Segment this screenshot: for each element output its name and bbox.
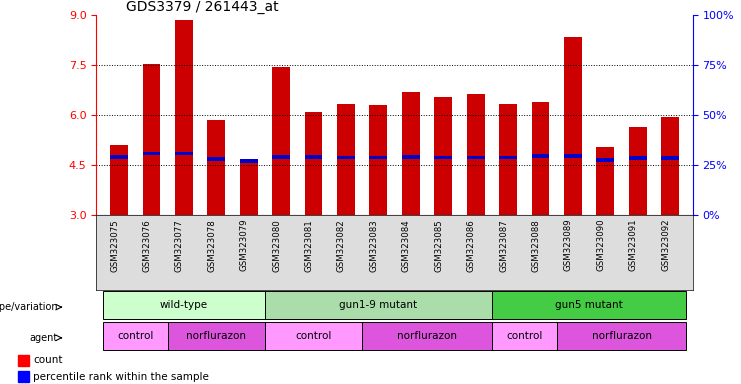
Bar xyxy=(18,371,29,382)
Bar xyxy=(629,156,647,160)
Text: GDS3379 / 261443_at: GDS3379 / 261443_at xyxy=(126,0,279,14)
Bar xyxy=(18,355,29,366)
Bar xyxy=(661,117,679,215)
Bar xyxy=(402,155,419,159)
Bar xyxy=(142,152,160,155)
Text: GSM323083: GSM323083 xyxy=(369,219,379,271)
Bar xyxy=(337,156,355,159)
Bar xyxy=(142,64,160,215)
FancyBboxPatch shape xyxy=(492,322,556,350)
Text: GSM323079: GSM323079 xyxy=(239,219,249,271)
Bar xyxy=(175,152,193,155)
FancyBboxPatch shape xyxy=(103,322,167,350)
FancyBboxPatch shape xyxy=(556,322,686,350)
Text: GSM323088: GSM323088 xyxy=(531,219,540,271)
Bar xyxy=(564,37,582,215)
Text: GSM323084: GSM323084 xyxy=(402,219,411,271)
Text: control: control xyxy=(296,331,332,341)
Bar xyxy=(207,157,225,161)
Text: GSM323075: GSM323075 xyxy=(110,219,119,271)
Bar xyxy=(402,92,419,215)
Text: genotype/variation: genotype/variation xyxy=(0,302,58,312)
Text: GSM323089: GSM323089 xyxy=(564,219,573,271)
Text: GSM323092: GSM323092 xyxy=(661,219,670,271)
Bar xyxy=(110,155,128,159)
Bar xyxy=(499,104,517,215)
Text: gun5 mutant: gun5 mutant xyxy=(555,300,623,310)
Text: GSM323090: GSM323090 xyxy=(597,219,605,271)
Text: gun1-9 mutant: gun1-9 mutant xyxy=(339,300,417,310)
Bar xyxy=(305,112,322,215)
Text: percentile rank within the sample: percentile rank within the sample xyxy=(33,372,209,382)
Text: wild-type: wild-type xyxy=(160,300,208,310)
Bar xyxy=(110,145,128,215)
Text: norflurazon: norflurazon xyxy=(591,331,651,341)
Bar xyxy=(629,127,647,215)
Bar xyxy=(434,97,452,215)
Text: GSM323080: GSM323080 xyxy=(272,219,281,271)
Text: count: count xyxy=(33,356,63,366)
Bar xyxy=(272,67,290,215)
Bar xyxy=(434,156,452,159)
Bar xyxy=(240,160,258,215)
Bar xyxy=(175,20,193,215)
Text: norflurazon: norflurazon xyxy=(397,331,457,341)
Bar xyxy=(531,154,549,158)
Text: GSM323086: GSM323086 xyxy=(467,219,476,271)
Bar xyxy=(499,156,517,159)
FancyBboxPatch shape xyxy=(103,291,265,319)
Bar xyxy=(305,155,322,159)
Bar xyxy=(272,155,290,159)
Text: GSM323082: GSM323082 xyxy=(337,219,346,271)
Bar xyxy=(207,120,225,215)
Bar xyxy=(597,158,614,162)
Bar xyxy=(467,94,485,215)
Text: GSM323077: GSM323077 xyxy=(175,219,184,271)
FancyBboxPatch shape xyxy=(167,322,265,350)
Text: control: control xyxy=(506,331,542,341)
Bar xyxy=(564,154,582,158)
Bar xyxy=(597,147,614,215)
Bar xyxy=(240,159,258,163)
Bar xyxy=(467,156,485,159)
Text: GSM323091: GSM323091 xyxy=(628,219,638,271)
Text: control: control xyxy=(117,331,153,341)
FancyBboxPatch shape xyxy=(492,291,686,319)
Bar xyxy=(661,156,679,160)
Bar xyxy=(531,102,549,215)
FancyBboxPatch shape xyxy=(265,291,492,319)
Bar xyxy=(370,156,388,159)
Bar xyxy=(370,105,388,215)
Bar xyxy=(337,104,355,215)
Text: GSM323081: GSM323081 xyxy=(305,219,313,271)
FancyBboxPatch shape xyxy=(362,322,492,350)
Text: GSM323087: GSM323087 xyxy=(499,219,508,271)
Text: GSM323076: GSM323076 xyxy=(142,219,151,271)
FancyBboxPatch shape xyxy=(265,322,362,350)
Text: GSM323078: GSM323078 xyxy=(207,219,216,271)
Text: agent: agent xyxy=(30,333,58,343)
Text: norflurazon: norflurazon xyxy=(186,331,246,341)
Text: GSM323085: GSM323085 xyxy=(434,219,443,271)
